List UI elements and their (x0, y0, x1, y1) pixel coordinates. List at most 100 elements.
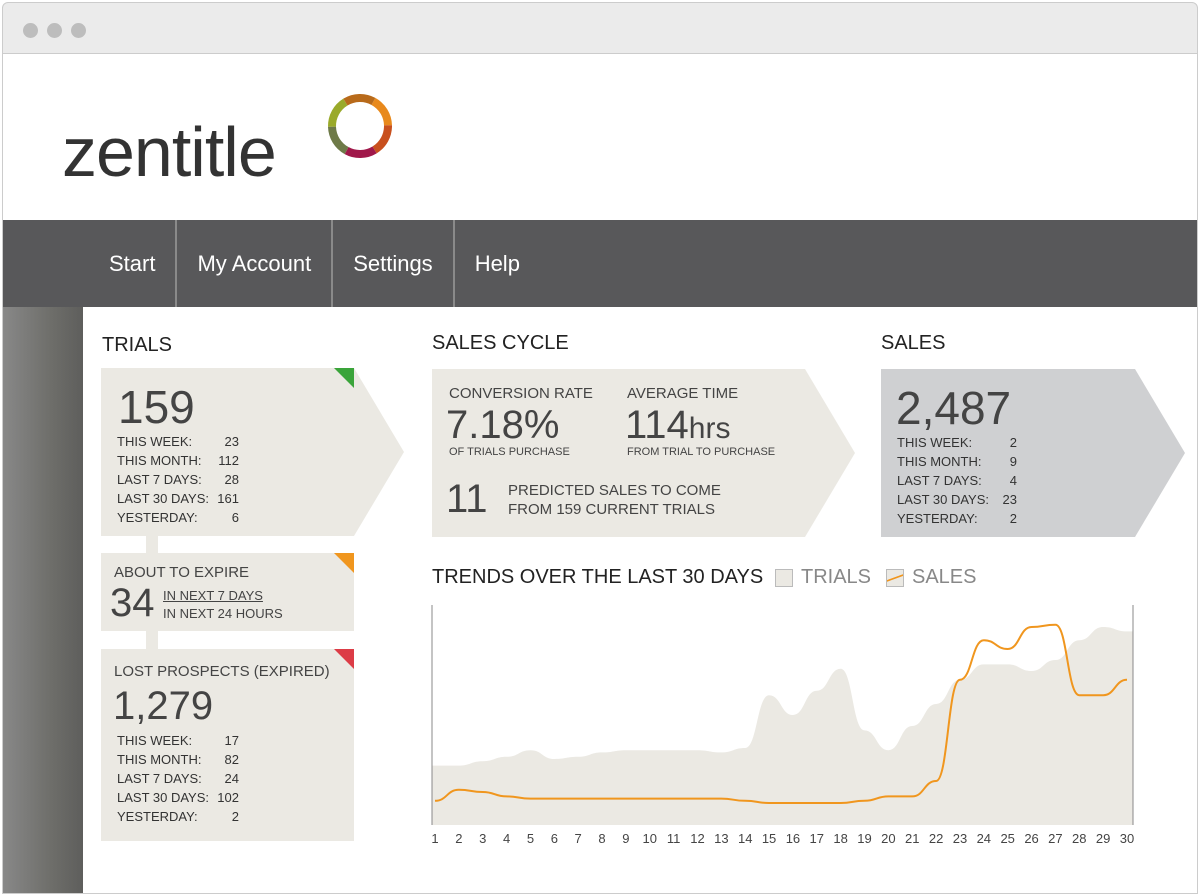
conversion-label: CONVERSION RATE (449, 385, 593, 402)
stat-row: LAST 30 DAYS: 161 (117, 491, 239, 510)
sales-stats: THIS WEEK: 2 THIS MONTH: 9 LAST 7 DAYS: 4 LAST… (897, 435, 1017, 530)
stat-row: YESTERDAY: 2 (897, 511, 1017, 530)
stat-label: THIS WEEK: (117, 733, 193, 748)
nav-help[interactable]: Help (474, 251, 520, 276)
window-dot-icon[interactable] (71, 23, 86, 38)
browser-chrome (2, 2, 1198, 54)
chart-title: TRENDS OVER THE LAST 30 DAYS (432, 566, 764, 588)
sales-cycle-card: CONVERSION RATE 7.18% OF TRIALS PURCHASE… (432, 369, 855, 537)
stat-value: 6 (231, 510, 239, 525)
sales-line (434, 623, 1128, 804)
x-tick-label: 4 (503, 831, 510, 846)
sidebar (3, 307, 83, 893)
ring-segment (344, 146, 377, 158)
expire-24h-link[interactable]: IN NEXT 24 HOURS (163, 606, 283, 621)
expire-title: ABOUT TO EXPIRE (114, 564, 250, 581)
stat-value: 24 (224, 771, 239, 786)
predicted-value: 11 (446, 477, 488, 521)
stat-value: 112 (218, 453, 239, 468)
stat-label: THIS WEEK: (897, 435, 973, 450)
stat-row: LAST 7 DAYS: 4 (897, 473, 1017, 492)
arrow (354, 368, 404, 536)
logo-text: zentitle (62, 113, 277, 191)
window-dot-icon[interactable] (23, 23, 38, 38)
x-tick-label: 11 (667, 831, 681, 846)
stat-value: 17 (224, 733, 239, 748)
x-tick-label: 1 (431, 831, 438, 846)
predicted-line2: FROM 159 CURRENT TRIALS (508, 501, 715, 518)
expire-7days-link[interactable]: IN NEXT 7 DAYS (163, 588, 263, 603)
x-tick-label: 25 (1000, 831, 1014, 846)
x-tick-label: 28 (1072, 831, 1086, 846)
trials-area (432, 627, 1133, 825)
legend-sales-swatch (886, 568, 904, 587)
trends-chart: 1 2 3 4 5 6 7 8 9 10 11 12 13 14 15 16 17 18 19 20 21 22 23 24 2… (431, 605, 1134, 846)
stat-value: 23 (1002, 492, 1017, 507)
x-tick-label: 19 (857, 831, 871, 846)
x-tick-label: 16 (786, 831, 800, 846)
trials-card: 159 THIS WEEK: 23 THIS MONTH: 112 LAST 7 DAY… (101, 368, 404, 536)
sales-total: 2,487 (896, 382, 1012, 434)
stat-value: 9 (1009, 454, 1017, 469)
x-tick-label: 13 (714, 831, 728, 846)
stat-label: LAST 30 DAYS: (897, 492, 990, 507)
x-tick-label: 12 (690, 831, 704, 846)
expire-value: 34 (110, 581, 155, 625)
stat-value: 4 (1009, 473, 1017, 488)
stat-row: LAST 7 DAYS: 24 (117, 771, 239, 790)
x-tick-label: 6 (551, 831, 558, 846)
stat-value: 2 (1009, 435, 1017, 450)
stat-label: LAST 30 DAYS: (117, 790, 210, 805)
stat-row: LAST 30 DAYS: 102 (117, 790, 239, 809)
expire-flag (334, 553, 354, 573)
ring-segment (328, 126, 349, 155)
lost-title: LOST PROSPECTS (EXPIRED) (114, 663, 330, 680)
ring-segment (328, 98, 348, 127)
x-tick-label: 14 (738, 831, 752, 846)
x-tick-label: 2 (455, 831, 462, 846)
x-tick-label: 20 (881, 831, 895, 846)
x-tick-label: 17 (810, 831, 824, 846)
trials-flag (334, 368, 354, 388)
stat-row: THIS MONTH: 112 (117, 453, 239, 472)
lost-total: 1,279 (113, 684, 214, 728)
stat-label: LAST 7 DAYS: (117, 472, 202, 487)
conversion-value: 7.18% (446, 403, 560, 447)
legend-trials-swatch (775, 568, 793, 587)
x-tick-label: 10 (643, 831, 657, 846)
x-tick-label: 26 (1024, 831, 1038, 846)
nav-settings[interactable]: Settings (333, 220, 455, 307)
legend-sales[interactable]: SALES (886, 566, 976, 589)
ring-segment (343, 94, 376, 106)
stat-value: 161 (217, 491, 239, 506)
lost-flag (334, 649, 354, 669)
stat-label: LAST 7 DAYS: (897, 473, 982, 488)
legend-trials[interactable]: TRIALS (775, 566, 871, 589)
arrow (805, 369, 855, 537)
x-tick-label: 9 (622, 831, 629, 846)
x-tick-label: 27 (1048, 831, 1062, 846)
stat-row: THIS WEEK: 17 (117, 733, 239, 752)
avg-time: 114hrs (625, 403, 730, 448)
trials-heading: TRIALS (102, 334, 173, 356)
nav-start[interactable]: Start (89, 220, 178, 307)
x-tick-label: 15 (762, 831, 776, 846)
sales-heading: SALES (881, 332, 946, 354)
x-tick-label: 3 (479, 831, 486, 846)
stat-label: THIS MONTH: (897, 454, 982, 469)
trials-stats: THIS WEEK: 23 THIS MONTH: 112 LAST 7 DAYS: 28… (117, 434, 239, 529)
main-nav: Start My Account Settings Help (3, 220, 1197, 307)
nav-my-account[interactable]: My Account (177, 220, 334, 307)
lost-card: LOST PROSPECTS (EXPIRED) 1,279 THIS WEEK… (101, 649, 354, 841)
stat-value: 28 (224, 472, 239, 487)
stat-label: THIS MONTH: (117, 453, 202, 468)
window-dot-icon[interactable] (47, 23, 62, 38)
lost-stats: THIS WEEK: 17 THIS MONTH: 82 LAST 7 DAYS: 24 L… (117, 733, 239, 828)
stat-row: THIS MONTH: 82 (117, 752, 239, 771)
stat-label: THIS WEEK: (117, 434, 193, 449)
sales-cycle-heading: SALES CYCLE (432, 332, 569, 354)
stat-value: 102 (217, 790, 239, 805)
x-tick-label: 24 (977, 831, 991, 846)
ring-segment (371, 97, 392, 126)
stat-label: YESTERDAY: (897, 511, 978, 526)
